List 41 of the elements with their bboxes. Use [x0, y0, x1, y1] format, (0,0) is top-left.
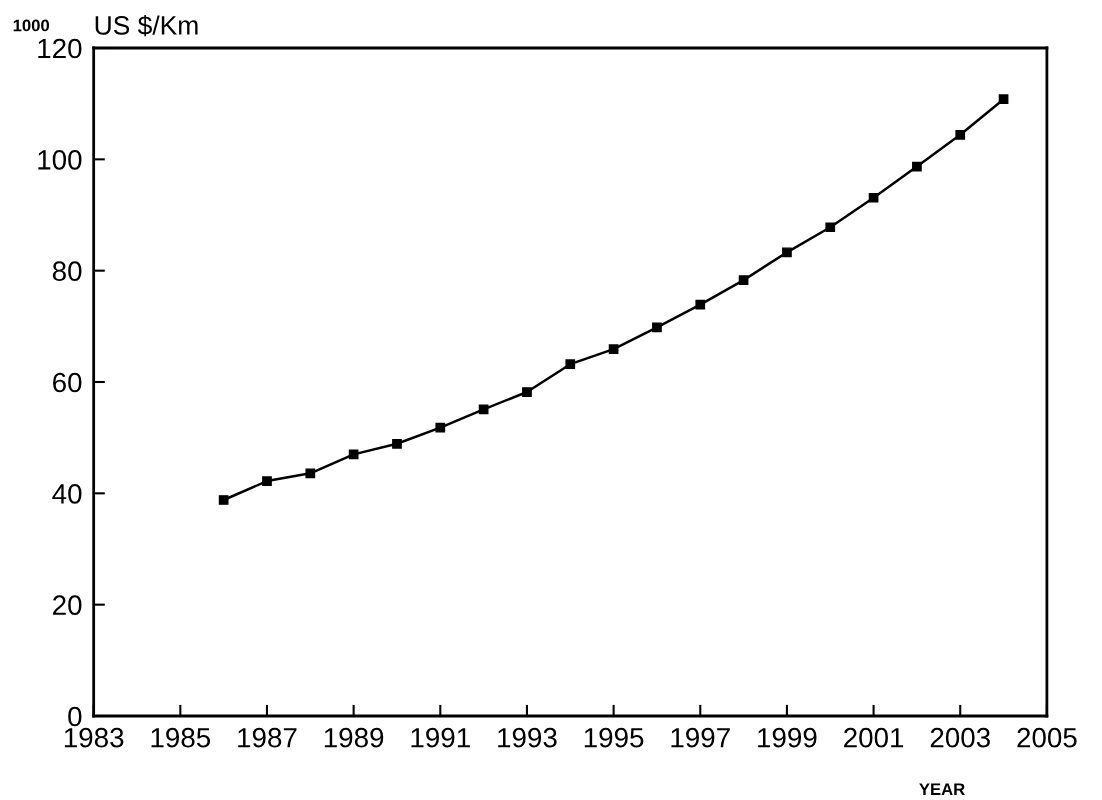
point — [305, 468, 316, 479]
point — [608, 344, 619, 355]
point — [782, 247, 792, 258]
x-tick-label: 1991 — [411, 727, 470, 748]
x-tick-label: 1997 — [671, 727, 730, 748]
x-axis-title: YEAR — [919, 783, 965, 795]
point — [348, 449, 359, 460]
x-tick-label: 1999 — [758, 727, 817, 748]
x-tick-label: 1985 — [151, 727, 211, 748]
y-tick-label: 100 — [38, 150, 82, 170]
point — [522, 387, 532, 397]
point — [435, 422, 446, 433]
point — [565, 359, 576, 370]
point — [955, 129, 966, 140]
x-tick-label: 2001 — [844, 727, 904, 748]
x-tick-label: 1995 — [584, 727, 644, 748]
x-tick-label: 1993 — [498, 727, 557, 748]
point — [912, 161, 922, 172]
point — [392, 438, 402, 449]
y-axis-title: US $/Km — [95, 14, 198, 37]
y-tick-label: 0 — [68, 706, 82, 727]
point — [262, 476, 272, 486]
y-tick-label: 60 — [53, 372, 82, 393]
x-tick-label: 2003 — [930, 727, 990, 748]
point — [998, 94, 1009, 105]
x-tick-label: 2005 — [1017, 727, 1077, 748]
y-tick-label: 120 — [38, 38, 82, 59]
x-tick-label: 1989 — [324, 727, 384, 748]
x-tick-label: 1983 — [64, 727, 124, 748]
text: 1000 — [13, 19, 50, 32]
point — [478, 404, 489, 415]
point — [695, 299, 706, 310]
point — [652, 322, 662, 333]
y-tick-label: 20 — [53, 595, 82, 616]
x-tick-label: 1987 — [238, 727, 297, 748]
y-tick-label: 40 — [52, 484, 82, 504]
point — [825, 222, 836, 233]
point — [868, 192, 879, 203]
y-tick-label: 80 — [52, 261, 82, 282]
point — [218, 495, 229, 505]
point — [738, 275, 749, 285]
